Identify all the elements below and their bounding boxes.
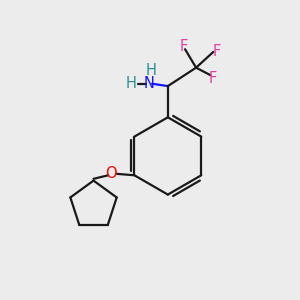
Text: N: N	[144, 76, 155, 91]
Text: F: F	[179, 39, 188, 54]
Text: O: O	[105, 166, 117, 181]
Text: H: H	[146, 63, 156, 78]
Text: F: F	[212, 44, 220, 59]
Text: F: F	[208, 70, 217, 86]
Text: H: H	[125, 76, 136, 91]
